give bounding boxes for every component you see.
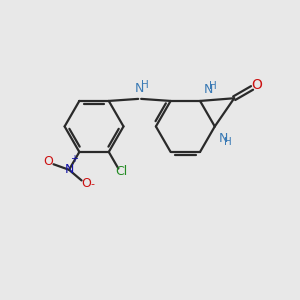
Text: H: H: [224, 137, 231, 147]
Text: N: N: [218, 132, 228, 145]
Text: H: H: [141, 80, 149, 90]
Text: O: O: [251, 78, 262, 92]
Text: N: N: [204, 82, 213, 96]
Text: N: N: [64, 163, 74, 176]
Text: N: N: [135, 82, 144, 95]
Text: O: O: [44, 155, 53, 168]
Text: +: +: [70, 154, 78, 164]
Text: -: -: [90, 179, 94, 189]
Text: H: H: [209, 81, 217, 91]
Text: Cl: Cl: [116, 165, 128, 178]
Text: O: O: [82, 177, 92, 190]
